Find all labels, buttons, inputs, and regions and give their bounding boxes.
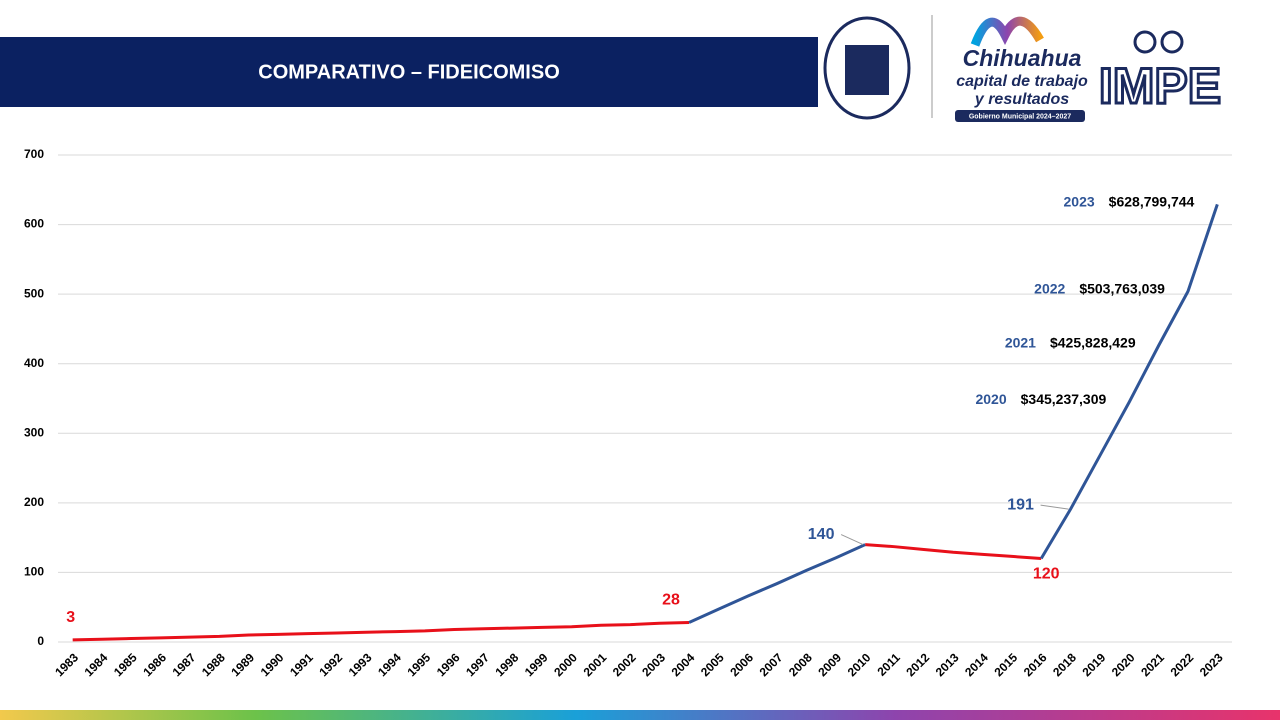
x-tick-label: 1985 xyxy=(111,650,140,679)
x-tick-label: 1984 xyxy=(82,650,111,679)
line-series xyxy=(72,621,690,642)
x-tick-label: 2012 xyxy=(903,650,932,679)
y-tick-label: 600 xyxy=(24,217,44,231)
x-tick-label: 2008 xyxy=(786,650,815,679)
y-tick-label: 200 xyxy=(24,495,44,509)
x-tick-label: 1997 xyxy=(463,650,492,679)
line-series xyxy=(1039,203,1219,560)
data-label: 120 xyxy=(1033,566,1060,583)
x-tick-label: 1996 xyxy=(434,650,463,679)
x-tick-label: 2022 xyxy=(1168,650,1197,679)
y-tick-label: 500 xyxy=(24,286,44,300)
x-tick-label: 2011 xyxy=(875,650,904,679)
institute-icon xyxy=(1160,30,1184,54)
x-tick-label: 2001 xyxy=(581,650,610,679)
annotation-year: 2021 xyxy=(1005,334,1036,350)
leader-line xyxy=(1040,504,1069,510)
x-tick-label: 1993 xyxy=(346,650,375,679)
x-tick-label: 2016 xyxy=(1021,650,1050,679)
slogan: y resultados xyxy=(974,91,1069,108)
y-tick-label: 400 xyxy=(24,356,44,370)
x-tick-label: 1988 xyxy=(199,650,228,679)
x-tick-label: 2021 xyxy=(1138,650,1167,679)
x-tick-label: 2013 xyxy=(933,650,962,679)
x-tick-label: 1990 xyxy=(258,650,287,679)
y-tick-label: 300 xyxy=(24,425,44,439)
x-tick-label: 2002 xyxy=(610,650,639,679)
x-tick-label: 2004 xyxy=(669,650,698,679)
x-tick-label: 1995 xyxy=(404,650,433,679)
city-logo-arc xyxy=(970,16,1044,47)
x-tick-label: 2003 xyxy=(639,650,668,679)
x-tick-label: 2009 xyxy=(815,650,844,679)
institute-icon xyxy=(1133,30,1157,54)
x-tick-label: 2005 xyxy=(698,650,727,679)
x-tick-label: 1983 xyxy=(52,650,81,679)
y-tick-label: 0 xyxy=(37,634,44,648)
x-tick-label: 2023 xyxy=(1197,650,1226,679)
line-series xyxy=(688,543,866,624)
annotation-amount: $628,799,744 xyxy=(1109,193,1195,209)
annotation-year: 2023 xyxy=(1064,193,1095,209)
annotation-year: 2022 xyxy=(1034,280,1065,296)
city-name: Chihuahua xyxy=(963,45,1082,71)
x-tick-label: 2010 xyxy=(845,650,874,679)
data-label: 140 xyxy=(808,526,835,543)
x-tick-label: 1994 xyxy=(375,650,404,679)
x-tick-label: 1991 xyxy=(287,650,316,679)
x-tick-label: 1989 xyxy=(228,650,257,679)
y-tick-label: 100 xyxy=(24,565,44,579)
annotation-amount: $425,828,429 xyxy=(1050,334,1136,350)
x-tick-label: 2000 xyxy=(551,650,580,679)
x-tick-label: 2020 xyxy=(1109,650,1138,679)
annotation-amount: $345,237,309 xyxy=(1021,391,1107,407)
leader-line xyxy=(840,534,864,546)
slogan: capital de trabajo xyxy=(956,73,1088,90)
data-label: 28 xyxy=(662,592,680,609)
annotation-amount: $503,763,039 xyxy=(1079,280,1165,296)
data-label: 3 xyxy=(66,609,75,626)
title-bar xyxy=(0,37,818,107)
x-tick-label: 1987 xyxy=(170,650,199,679)
logos: Chihuahua capital de trabajo y resultado… xyxy=(823,15,1223,122)
x-tick-label: 2015 xyxy=(991,650,1020,679)
slide-title: COMPARATIVO – FIDEICOMISO xyxy=(258,61,560,83)
annotation: 2020 $345,237,309 xyxy=(975,391,1106,407)
coat-shield xyxy=(845,45,889,95)
footer-band xyxy=(0,710,1280,720)
government-band xyxy=(955,110,1085,122)
data-label: 191 xyxy=(1007,496,1034,513)
institute-name: IMPE xyxy=(1099,58,1221,114)
x-tick-label: 2006 xyxy=(727,650,756,679)
x-tick-label: 2019 xyxy=(1080,650,1109,679)
x-tick-label: 1992 xyxy=(316,650,345,679)
annotation-year: 2020 xyxy=(975,391,1006,407)
line-series xyxy=(865,543,1042,561)
x-tick-label: 2014 xyxy=(962,650,991,679)
x-tick-label: 2018 xyxy=(1050,650,1079,679)
annotation: 2021 $425,828,429 xyxy=(1005,334,1136,350)
x-tick-label: 1986 xyxy=(140,650,169,679)
annotation: 2023 $628,799,744 xyxy=(1064,193,1195,209)
annotation: 2022 $503,763,039 xyxy=(1034,280,1165,296)
x-tick-label: 1998 xyxy=(493,650,522,679)
x-tick-label: 2007 xyxy=(757,650,786,679)
x-tick-label: 1999 xyxy=(522,650,551,679)
y-tick-label: 700 xyxy=(24,147,44,161)
government-text: Gobierno Municipal 2024–2027 xyxy=(969,113,1071,120)
